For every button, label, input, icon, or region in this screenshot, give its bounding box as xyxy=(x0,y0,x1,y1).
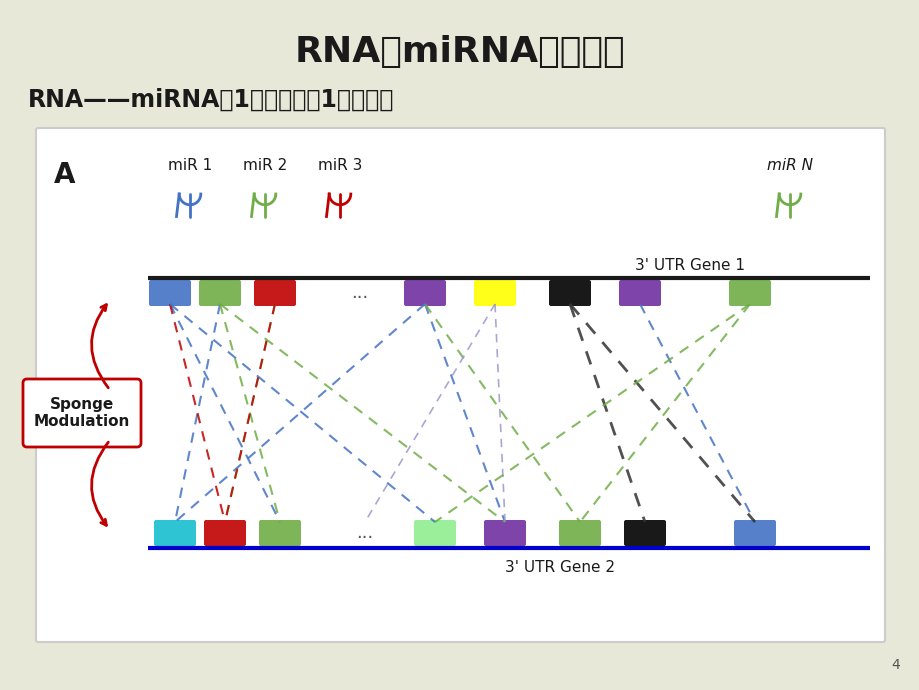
Text: miR N: miR N xyxy=(766,157,812,172)
FancyBboxPatch shape xyxy=(483,520,526,546)
FancyBboxPatch shape xyxy=(153,520,196,546)
FancyBboxPatch shape xyxy=(36,128,884,642)
FancyBboxPatch shape xyxy=(549,280,590,306)
FancyBboxPatch shape xyxy=(733,520,775,546)
FancyBboxPatch shape xyxy=(204,520,245,546)
Text: miR 2: miR 2 xyxy=(243,157,287,172)
FancyBboxPatch shape xyxy=(414,520,456,546)
Text: 4: 4 xyxy=(891,658,899,672)
Text: Sponge
Modulation: Sponge Modulation xyxy=(34,397,130,429)
FancyBboxPatch shape xyxy=(473,280,516,306)
Text: miR 3: miR 3 xyxy=(317,157,362,172)
Text: 3' UTR Gene 1: 3' UTR Gene 1 xyxy=(634,258,744,273)
FancyBboxPatch shape xyxy=(259,520,301,546)
FancyBboxPatch shape xyxy=(559,520,600,546)
Text: RNA——miRNA：1对多；多兴1；多对多: RNA——miRNA：1对多；多兴1；多对多 xyxy=(28,88,394,112)
FancyBboxPatch shape xyxy=(728,280,770,306)
Text: miR 1: miR 1 xyxy=(167,157,212,172)
FancyBboxPatch shape xyxy=(254,280,296,306)
FancyBboxPatch shape xyxy=(623,520,665,546)
FancyBboxPatch shape xyxy=(149,280,191,306)
FancyBboxPatch shape xyxy=(199,280,241,306)
Text: ...: ... xyxy=(356,524,373,542)
FancyBboxPatch shape xyxy=(618,280,660,306)
FancyBboxPatch shape xyxy=(403,280,446,306)
Text: ...: ... xyxy=(351,284,369,302)
Text: A: A xyxy=(54,161,75,189)
FancyBboxPatch shape xyxy=(23,379,141,447)
Text: RNA和miRNA作用方式: RNA和miRNA作用方式 xyxy=(294,35,625,69)
Text: 3' UTR Gene 2: 3' UTR Gene 2 xyxy=(505,560,614,575)
